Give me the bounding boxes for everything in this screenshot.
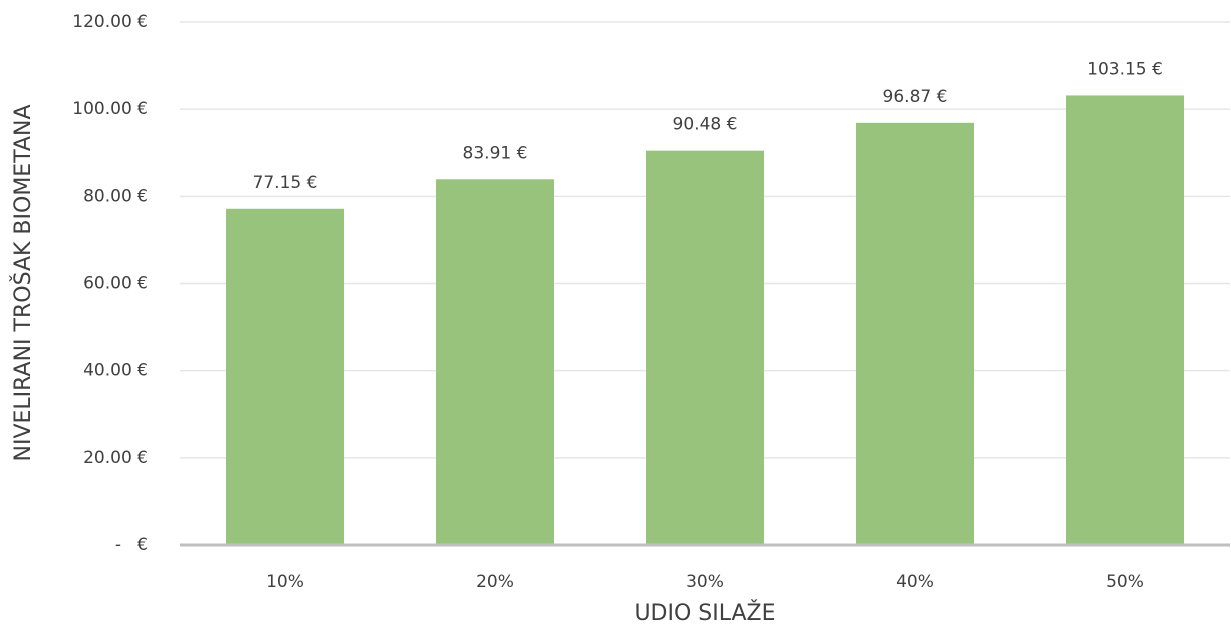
- x-axis-title: UDIO SILAŽE: [634, 600, 775, 626]
- y-tick-label: 40.00 €: [83, 361, 148, 381]
- x-tick-label: 10%: [266, 572, 304, 592]
- data-label: 96.87 €: [883, 87, 948, 107]
- bar: [856, 122, 974, 545]
- bar: [1066, 95, 1184, 545]
- x-tick-label: 40%: [896, 572, 934, 592]
- x-tick-label: 20%: [476, 572, 514, 592]
- bar: [226, 208, 344, 545]
- y-tick-label: 100.00 €: [72, 99, 148, 119]
- y-tick-label: 80.00 €: [83, 186, 148, 206]
- data-label: 90.48 €: [673, 115, 738, 135]
- y-tick-label: 120.00 €: [72, 12, 148, 32]
- y-axis-title: NIVELIRANI TROŠAK BIOMETANA: [10, 105, 36, 462]
- data-label: 83.91 €: [463, 143, 528, 163]
- x-tick-label: 50%: [1106, 572, 1144, 592]
- y-tick-label: - €: [115, 535, 148, 555]
- data-label: 77.15 €: [253, 173, 318, 193]
- y-tick-label: 20.00 €: [83, 448, 148, 468]
- y-tick-label: 60.00 €: [83, 274, 148, 294]
- data-label: 103.15 €: [1087, 59, 1163, 79]
- bar: [436, 179, 554, 546]
- bar: [646, 150, 764, 545]
- x-tick-label: 30%: [686, 572, 724, 592]
